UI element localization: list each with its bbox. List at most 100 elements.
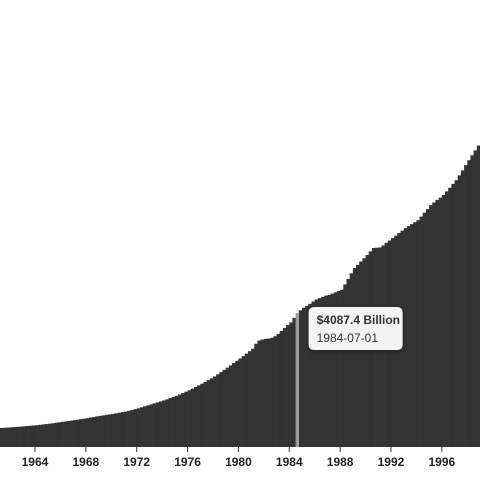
bar	[273, 336, 277, 447]
bar	[254, 343, 258, 447]
bar	[206, 380, 211, 447]
bar	[228, 365, 233, 447]
bar	[85, 418, 90, 447]
x-tick-label: 1976	[174, 455, 201, 469]
bar	[232, 363, 236, 447]
bar	[190, 388, 195, 447]
bar	[209, 378, 214, 447]
bar	[327, 294, 331, 447]
bar	[441, 194, 446, 447]
bar	[69, 420, 74, 447]
bar	[6, 427, 10, 447]
bar	[425, 209, 430, 447]
bar	[247, 351, 252, 447]
bar	[454, 180, 459, 447]
bar	[47, 423, 52, 447]
bar	[352, 268, 357, 447]
x-tick-label: 1996	[428, 455, 455, 469]
bar	[101, 415, 106, 447]
bar	[193, 387, 198, 447]
x-tick-label: 1992	[378, 455, 405, 469]
bar	[162, 400, 166, 447]
bar	[289, 322, 293, 447]
bar	[263, 338, 268, 447]
bar	[362, 258, 366, 447]
bar	[438, 197, 443, 447]
bar	[181, 393, 185, 447]
bar	[120, 412, 125, 447]
bar	[41, 424, 45, 447]
bar	[241, 356, 246, 447]
bar	[123, 411, 128, 447]
bar	[200, 383, 204, 447]
bar	[92, 417, 96, 447]
bar	[136, 408, 141, 447]
bar	[410, 224, 414, 447]
bar	[314, 299, 319, 447]
x-tick-label: 1984	[276, 455, 303, 469]
x-axis: 1964 1968 1972 1976 1980 1984 1988 1992 1996	[22, 447, 456, 469]
tooltip-value: $4087.4 Billion	[317, 313, 400, 327]
bar	[244, 353, 249, 447]
bar	[149, 404, 153, 447]
bar	[133, 409, 138, 447]
bar	[260, 339, 265, 447]
bar	[60, 421, 64, 447]
bar	[0, 427, 4, 447]
bar	[225, 367, 230, 447]
bar	[104, 414, 109, 447]
bar	[330, 293, 335, 447]
bar	[34, 425, 39, 447]
x-tick-label: 1964	[22, 455, 49, 469]
bar	[15, 426, 20, 447]
bar	[336, 291, 341, 447]
bar	[308, 303, 312, 447]
bar	[9, 427, 14, 447]
bar	[76, 419, 80, 447]
bar	[476, 145, 480, 447]
bar	[114, 413, 118, 447]
bars	[0, 145, 480, 448]
bar	[213, 376, 217, 447]
bar	[305, 305, 309, 447]
bar	[276, 333, 281, 447]
bar	[187, 390, 192, 447]
bar	[413, 222, 417, 447]
bar	[460, 170, 465, 447]
bar	[216, 374, 220, 447]
bar	[321, 296, 325, 447]
bar	[432, 202, 436, 447]
bar	[270, 337, 274, 447]
bar	[222, 369, 227, 447]
bar	[174, 395, 179, 447]
bar	[324, 295, 328, 447]
bar	[143, 406, 147, 447]
bar	[445, 191, 449, 447]
bar	[416, 220, 420, 447]
bar	[448, 187, 452, 447]
bar	[219, 372, 223, 447]
bar	[108, 414, 112, 447]
bar	[470, 155, 474, 448]
bar	[451, 183, 455, 447]
bar	[238, 358, 242, 447]
bar	[50, 423, 55, 447]
bar	[467, 160, 471, 447]
bar	[98, 415, 103, 447]
bar	[266, 338, 271, 447]
bar	[130, 409, 134, 447]
bar	[31, 425, 36, 447]
bar	[44, 424, 49, 447]
bar	[155, 402, 160, 447]
bar	[282, 328, 287, 447]
bar	[356, 264, 360, 447]
bar	[422, 212, 427, 447]
bar	[66, 421, 71, 447]
x-tick-label: 1988	[327, 455, 354, 469]
bar	[292, 317, 296, 447]
bar	[457, 175, 462, 448]
bar	[28, 425, 33, 447]
bar	[171, 397, 176, 447]
bar	[333, 292, 338, 447]
